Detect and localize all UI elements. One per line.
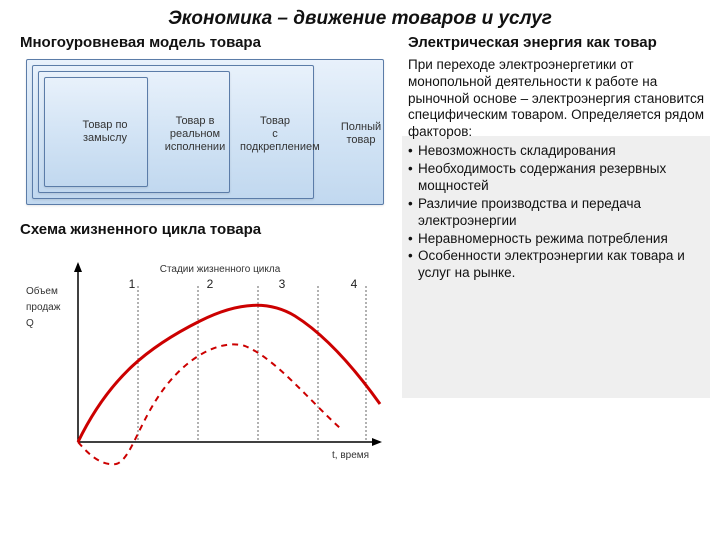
svg-text:4: 4 (351, 277, 358, 291)
svg-text:3: 3 (279, 277, 286, 291)
factor-item: Различие производства и передача электро… (408, 196, 706, 230)
factor-item: Невозможность складирования (408, 143, 706, 160)
right-paragraph: При переходе электроэнергетики от монопо… (408, 57, 706, 141)
svg-text:Объем: Объем (26, 285, 58, 297)
model-layer-label-3: Товар позамыслу (70, 119, 140, 145)
model-heading: Многоуровневая модель товара (20, 34, 400, 51)
factor-item: Неравномерность режима потребления (408, 231, 706, 248)
svg-text:продаж: продаж (26, 302, 61, 313)
lifecycle-heading: Схема жизненного цикла товара (20, 221, 400, 238)
page-title: Экономика – движение товаров и услуг (0, 0, 720, 30)
model-layer-label-0: Полныйтовар (326, 121, 396, 147)
svg-text:t, время: t, время (332, 450, 369, 461)
svg-text:Q: Q (26, 318, 34, 329)
right-column: Электрическая энергия как товар При пере… (408, 34, 706, 283)
product-model-diagram: ПолныйтоварТоварсподкреплениемТовар вреа… (26, 59, 386, 207)
right-heading: Электрическая энергия как товар (408, 34, 706, 53)
factor-list: Невозможность складированияНеобходимость… (408, 143, 706, 282)
svg-text:1: 1 (129, 277, 136, 291)
svg-text:2: 2 (207, 277, 214, 291)
model-layer-label-2: Товар вреальномисполнении (160, 115, 230, 155)
left-column: Многоуровневая модель товара Полныйтовар… (20, 34, 400, 476)
model-layer-label-1: Товарсподкреплением (240, 115, 310, 155)
svg-text:Стадии жизненного цикла: Стадии жизненного цикла (160, 264, 281, 275)
lifecycle-chart: 1 2 3 4 Стадии жизненного цикла Объем продаж Qt… (20, 246, 400, 476)
factor-item: Особенности электроэнергии как товара и … (408, 248, 706, 282)
factor-item: Необходимость содержания резервных мощно… (408, 161, 706, 195)
